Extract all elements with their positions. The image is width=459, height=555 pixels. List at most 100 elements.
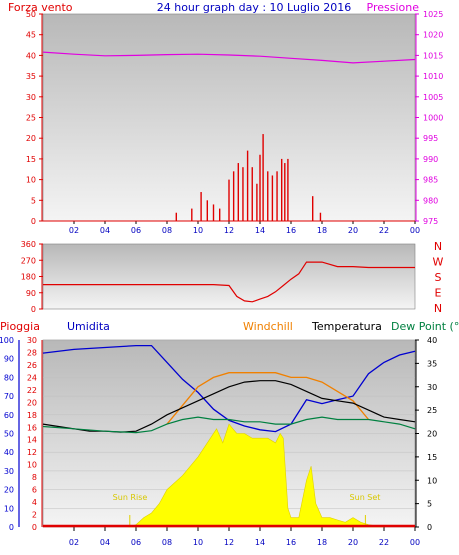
wind-tick-label: 10 bbox=[26, 176, 36, 185]
rain-tick-label: 26 bbox=[27, 361, 37, 370]
x-tick-label: 08 bbox=[162, 226, 172, 235]
temperature-tick-label: 30 bbox=[427, 383, 437, 392]
rain-tick-label: 24 bbox=[27, 373, 37, 382]
pressure-tick-label: 975 bbox=[423, 217, 438, 226]
wind-tick-label: 45 bbox=[26, 31, 36, 40]
temperature-tick-label: 35 bbox=[427, 359, 437, 368]
humidity-axis-label: Umidita bbox=[67, 320, 110, 333]
humidity-tick-label: 90 bbox=[4, 355, 14, 364]
direction-tick-label: 180 bbox=[21, 273, 36, 282]
direction-tick-label: 360 bbox=[21, 240, 36, 249]
x-tick-label: 22 bbox=[379, 538, 389, 547]
humidity-line bbox=[42, 344, 416, 433]
pressure-tick-label: 1025 bbox=[423, 10, 443, 19]
header-wind-label: Forza vento bbox=[8, 1, 73, 14]
pressure-tick-label: 985 bbox=[423, 176, 438, 185]
direction-tick-label: 0 bbox=[31, 305, 36, 314]
wind-tick-label: 50 bbox=[26, 10, 36, 19]
wind-tick-label: 5 bbox=[31, 196, 36, 205]
humidity-tick-label: 40 bbox=[4, 448, 14, 457]
rain-tick-label: 4 bbox=[32, 498, 37, 507]
direction-tick-label: 90 bbox=[26, 289, 36, 298]
x-tick-label: 10 bbox=[193, 226, 203, 235]
x-tick-label: 02 bbox=[69, 538, 79, 547]
rain-tick-label: 30 bbox=[27, 336, 37, 345]
x-tick-label: 08 bbox=[162, 538, 172, 547]
x-tick-label: 20 bbox=[348, 538, 358, 547]
rain-tick-label: 20 bbox=[27, 398, 37, 407]
rain-tick-label: 8 bbox=[32, 473, 37, 482]
x-tick-label: 06 bbox=[131, 538, 141, 547]
rain-tick-label: 0 bbox=[32, 523, 37, 532]
temperature-legend: Temperatura bbox=[311, 320, 382, 333]
temperature-tick-label: 20 bbox=[427, 430, 437, 439]
humidity-tick-label: 80 bbox=[4, 373, 14, 382]
sunset-label: Sun Set bbox=[350, 493, 381, 502]
pressure-tick-label: 1005 bbox=[423, 93, 443, 102]
temperature-tick-label: 5 bbox=[427, 500, 432, 509]
humidity-tick-label: 50 bbox=[4, 430, 14, 439]
temperature-tick-label: 0 bbox=[427, 523, 432, 532]
pressure-line bbox=[42, 51, 416, 64]
humidity-tick-label: 10 bbox=[4, 504, 14, 513]
humidity-tick-label: 20 bbox=[4, 486, 14, 495]
pressure-tick-label: 1000 bbox=[423, 114, 443, 123]
x-tick-label: 20 bbox=[348, 226, 358, 235]
rain-tick-label: 22 bbox=[27, 386, 37, 395]
x-tick-label: 04 bbox=[100, 226, 110, 235]
x-tick-label: 16 bbox=[286, 226, 296, 235]
pressure-tick-label: 980 bbox=[423, 196, 438, 205]
x-tick-label: 00 bbox=[410, 226, 420, 235]
pressure-tick-label: 1010 bbox=[423, 72, 443, 81]
rain-tick-label: 2 bbox=[32, 511, 37, 520]
wind-tick-label: 0 bbox=[31, 217, 36, 226]
x-tick-label: 12 bbox=[224, 538, 234, 547]
wind-tick-label: 15 bbox=[26, 155, 36, 164]
x-tick-label: 12 bbox=[224, 226, 234, 235]
x-tick-label: 14 bbox=[255, 538, 265, 547]
humidity-tick-label: 0 bbox=[9, 523, 14, 532]
temperature-tick-label: 40 bbox=[427, 336, 437, 345]
rain-tick-label: 18 bbox=[27, 411, 37, 420]
humidity-tick-label: 60 bbox=[4, 411, 14, 420]
pressure-tick-label: 995 bbox=[423, 134, 438, 143]
humidity-tick-label: 100 bbox=[0, 336, 14, 345]
temperature-tick-label: 15 bbox=[427, 453, 437, 462]
x-tick-label: 18 bbox=[317, 538, 327, 547]
humidity-tick-label: 70 bbox=[4, 392, 14, 401]
x-tick-label: 18 bbox=[317, 226, 327, 235]
rain-tick-label: 10 bbox=[27, 461, 37, 470]
pressure-tick-label: 1015 bbox=[423, 51, 443, 60]
wind-tick-label: 30 bbox=[26, 93, 36, 102]
direction-line bbox=[43, 261, 415, 303]
x-tick-label: 00 bbox=[410, 538, 420, 547]
x-tick-label: 14 bbox=[255, 226, 265, 235]
rain-tick-label: 14 bbox=[27, 436, 37, 445]
compass-label: S bbox=[435, 271, 442, 284]
x-tick-label: 02 bbox=[69, 226, 79, 235]
header-title: 24 hour graph day : 10 Luglio 2016 bbox=[157, 1, 352, 14]
solar-area bbox=[128, 423, 385, 528]
rain-tick-label: 12 bbox=[27, 448, 37, 457]
windchill-line bbox=[166, 372, 370, 425]
sunrise-label: Sun Rise bbox=[113, 493, 148, 502]
rain-axis-label: Pioggia bbox=[0, 320, 40, 333]
windchill-legend: Windchill bbox=[243, 320, 293, 333]
header-pressure-label: Pressione bbox=[367, 1, 420, 14]
pressure-tick-label: 990 bbox=[423, 155, 438, 164]
rain-tick-label: 16 bbox=[27, 423, 37, 432]
dewpoint-line bbox=[42, 416, 416, 434]
rain-tick-label: 6 bbox=[32, 486, 37, 495]
compass-label: W bbox=[433, 256, 444, 269]
x-tick-label: 22 bbox=[379, 226, 389, 235]
wind-tick-label: 20 bbox=[26, 134, 36, 143]
dewpoint-legend: Dew Point (°C bbox=[391, 320, 459, 333]
x-tick-label: 04 bbox=[100, 538, 110, 547]
x-tick-label: 06 bbox=[131, 226, 141, 235]
x-tick-label: 16 bbox=[286, 538, 296, 547]
wind-tick-label: 35 bbox=[26, 72, 36, 81]
compass-label: N bbox=[434, 302, 442, 315]
rain-tick-label: 28 bbox=[27, 348, 37, 357]
panel2-bg bbox=[42, 243, 416, 310]
